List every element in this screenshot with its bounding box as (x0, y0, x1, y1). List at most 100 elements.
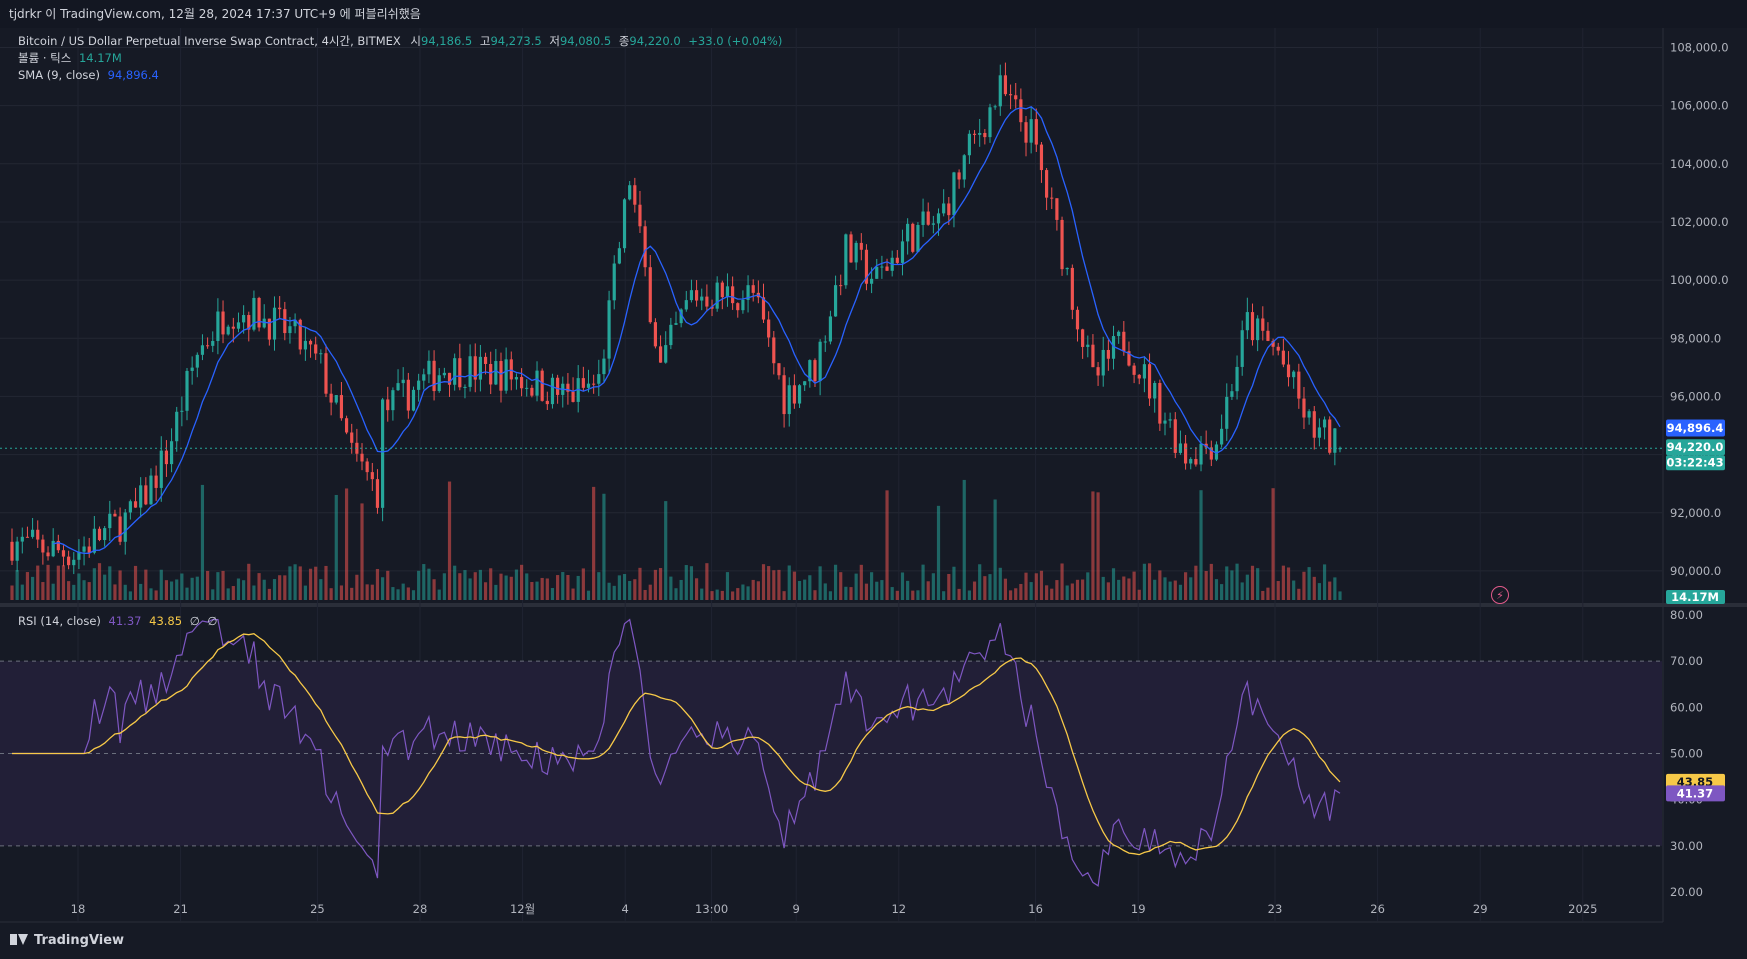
candle-body (741, 299, 745, 311)
volume-bar (267, 588, 271, 600)
volume-bar (777, 569, 781, 600)
volume-bar (1245, 574, 1249, 600)
candle-body (169, 441, 174, 465)
volume-bar (77, 573, 81, 600)
volume-bar (1220, 584, 1224, 600)
price-tick-label: 90,000.0 (1670, 564, 1721, 578)
candle-body (185, 370, 189, 411)
volume-bar (1065, 585, 1069, 600)
candle-body (61, 550, 66, 557)
volume-bar (1209, 563, 1213, 600)
candle-body (195, 354, 199, 368)
volume-bar (1122, 576, 1126, 600)
candle-body (211, 340, 215, 346)
time-tick-label: 26 (1370, 902, 1385, 916)
candle-body (442, 372, 446, 376)
volume-bar (1276, 581, 1280, 600)
volume-bar (442, 573, 446, 600)
candle-body (1276, 346, 1280, 351)
candle-body (1132, 365, 1136, 375)
volume-bar (1060, 563, 1064, 600)
volume-bar (1045, 585, 1049, 600)
rsi-ma-polyline (12, 633, 1341, 856)
candle-body (1317, 427, 1322, 438)
last-price-badge: 94,220.0 (1667, 440, 1724, 454)
tradingview-logo[interactable]: TradingView (10, 933, 124, 948)
candle-body (895, 257, 899, 263)
candle-body (972, 133, 977, 135)
volume-bar (1096, 492, 1100, 600)
volume-bar (103, 574, 107, 600)
candle-body (180, 410, 184, 412)
rsi-polyline (12, 618, 1341, 887)
candle-body (1240, 330, 1244, 367)
volume-bar (458, 573, 462, 600)
volume-bar (653, 569, 658, 600)
volume-bar (324, 565, 328, 600)
candle-body (1297, 371, 1301, 399)
candle-body (133, 501, 138, 508)
candle-body (782, 375, 786, 415)
candle-body (694, 290, 699, 301)
candle-body (983, 132, 987, 138)
volume-bar (288, 566, 292, 600)
volume-bar (736, 588, 740, 600)
volume-bar (839, 572, 843, 600)
candle-body (1024, 122, 1028, 143)
candle-body (1168, 419, 1172, 421)
candle-body (422, 374, 426, 381)
volume-bar (746, 586, 750, 600)
volume-bar (1225, 566, 1229, 600)
volume-bar (10, 585, 14, 600)
volume-bar (767, 566, 771, 600)
candle-body (859, 242, 863, 250)
candle-body (942, 203, 946, 214)
rsi-legend[interactable]: RSI (14, close) 41.37 43.85 ∅ ∅ (18, 614, 217, 628)
flash-icon[interactable]: ⚡ (1491, 586, 1509, 604)
candle-body (669, 324, 673, 346)
candle-body (1019, 99, 1023, 123)
volume-bar (370, 584, 374, 600)
candle-body (689, 290, 694, 301)
candle-body (72, 559, 76, 566)
volume-legend[interactable]: 볼륨 · 틱스 14.17M (18, 50, 122, 66)
candle-body (1039, 144, 1044, 171)
candle-body (1261, 318, 1265, 331)
volume-bar (1189, 577, 1193, 600)
candle-body (1127, 351, 1131, 366)
volume-bar (319, 579, 323, 600)
candle-body (1003, 75, 1008, 95)
volume-bar (355, 574, 359, 600)
candle-body (216, 311, 220, 341)
volume-bar (262, 579, 266, 600)
volume-bar (581, 568, 585, 600)
volume-bar (401, 583, 405, 600)
candle-body (576, 378, 580, 402)
volume-bar (473, 572, 477, 600)
volume-bar (1271, 488, 1275, 600)
candle-body (1235, 366, 1239, 392)
candle-body (808, 360, 812, 382)
volume-bar (128, 591, 132, 600)
rsi-tick-label: 50.00 (1670, 747, 1703, 761)
candle-body (1163, 420, 1167, 424)
volume-bar (833, 564, 838, 600)
volume-bar (149, 588, 153, 600)
volume-bar (56, 565, 60, 600)
rsi-badge: 41.37 (1677, 786, 1713, 800)
volume-bar (339, 585, 344, 600)
candle-body (854, 242, 858, 263)
candle-body (139, 485, 143, 508)
candle-body (797, 385, 802, 404)
candle-body (226, 326, 230, 335)
candle-body (1075, 309, 1080, 330)
volume-bar (689, 566, 694, 600)
volume-bar (957, 588, 961, 600)
symbol-legend[interactable]: Bitcoin / US Dollar Perpetual Inverse Sw… (18, 33, 782, 49)
price-tick-label: 108,000.0 (1670, 40, 1729, 54)
candle-body (118, 516, 122, 542)
volume-value: 14.17M (78, 51, 122, 65)
volume-bar (422, 564, 426, 600)
sma-legend[interactable]: SMA (9, close) 94,896.4 (18, 68, 159, 82)
chart-canvas[interactable]: 108,000.0 106,000.0 104,000.0 102,000.0 100,… (0, 28, 1747, 925)
